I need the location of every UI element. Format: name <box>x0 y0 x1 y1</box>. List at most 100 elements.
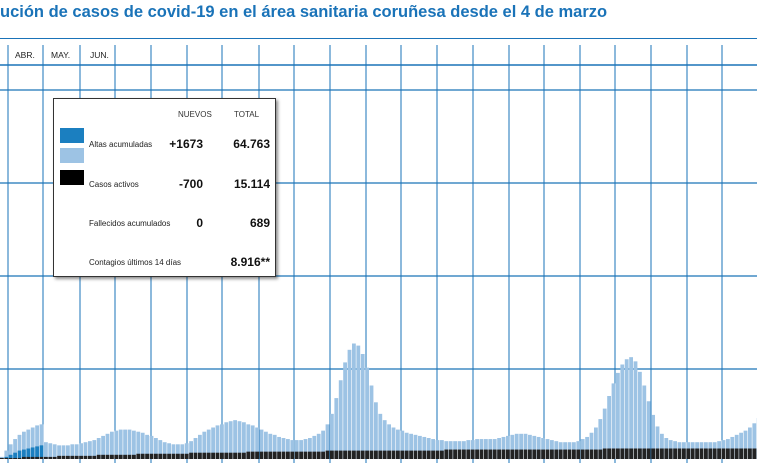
bar-altas-light <box>167 443 171 459</box>
bar-activos <box>501 449 506 459</box>
bar-altas-light <box>13 439 17 459</box>
bar-altas-light <box>220 424 224 459</box>
bar-altas-light <box>426 438 431 459</box>
bar-activos <box>96 454 101 459</box>
bar-activos <box>198 452 202 459</box>
bar-altas-light <box>206 429 211 459</box>
bar-altas-dark <box>39 445 44 459</box>
bar-activos <box>206 452 211 459</box>
bar-altas-light <box>22 431 26 459</box>
bar-activos <box>237 452 242 459</box>
bar-activos <box>22 456 26 459</box>
bar-altas-light <box>440 440 444 459</box>
bar-altas-light <box>321 430 325 459</box>
legend-label-altas: Altas acumuladas <box>89 140 153 149</box>
bar-activos <box>418 450 422 459</box>
bar-activos <box>607 448 611 459</box>
bar-altas-light <box>536 436 541 459</box>
bar-altas-light <box>259 429 264 459</box>
bar-altas-light <box>638 371 642 459</box>
bar-altas-light <box>404 432 409 459</box>
bar-activos <box>145 453 149 459</box>
bar-activos <box>743 448 748 459</box>
bar-activos <box>748 448 752 459</box>
bar-altas-light <box>61 445 66 459</box>
bar-activos <box>48 456 53 459</box>
bar-altas-light <box>492 439 497 459</box>
bar-activos <box>620 448 625 459</box>
bar-activos <box>585 449 589 459</box>
bar-activos <box>88 455 92 459</box>
bar-activos <box>277 451 281 459</box>
bar-altas-light <box>228 421 233 459</box>
bar-activos <box>712 448 717 459</box>
bar-altas-light <box>299 440 303 459</box>
bar-activos <box>589 449 594 459</box>
bar-activos <box>435 450 440 459</box>
bar-activos <box>708 448 713 459</box>
bar-altas-light <box>162 442 167 459</box>
bar-activos <box>488 449 493 459</box>
bar-altas-light <box>660 433 664 459</box>
bar-altas-light <box>497 438 501 459</box>
bar-activos <box>171 453 176 459</box>
bar-activos <box>616 448 620 459</box>
bar-activos <box>105 454 110 459</box>
bar-activos <box>633 448 638 459</box>
bar-activos <box>360 450 365 459</box>
bar-activos <box>0 457 4 459</box>
bar-altas-light <box>176 444 180 459</box>
bar-altas-light <box>242 422 246 459</box>
bar-activos <box>233 452 237 459</box>
bar-activos <box>404 450 409 459</box>
bar-altas-light <box>743 430 748 459</box>
bar-activos <box>655 448 660 459</box>
legend-box: NUEVOS TOTAL Altas acumuladas +1673 64.7… <box>53 98 276 277</box>
bar-altas-light <box>391 427 396 459</box>
bar-activos <box>44 456 48 459</box>
bar-altas-light <box>237 421 242 459</box>
bar-activos <box>374 450 378 459</box>
bar-altas-light <box>510 434 515 459</box>
bar-altas-light <box>752 423 757 459</box>
bar-activos <box>242 452 246 459</box>
bar-activos <box>567 449 572 459</box>
bar-altas-light <box>545 439 550 459</box>
bar-altas-light <box>255 427 259 459</box>
bar-activos <box>101 454 105 459</box>
bar-activos <box>695 448 699 459</box>
bar-altas-light <box>431 439 435 459</box>
bar-altas-light <box>484 439 488 459</box>
bar-activos <box>136 453 141 459</box>
bar-activos <box>325 450 330 459</box>
bar-altas-dark <box>13 452 17 459</box>
bar-altas-light <box>655 426 660 459</box>
bar-activos <box>686 448 691 459</box>
bar-activos <box>457 449 462 459</box>
bar-activos <box>510 449 515 459</box>
series-layer <box>0 343 757 459</box>
bar-activos <box>629 448 633 459</box>
bar-activos <box>330 450 334 459</box>
bar-activos <box>682 448 686 459</box>
bar-altas-light <box>70 444 75 459</box>
bar-altas-light <box>193 438 198 459</box>
bar-altas-light <box>272 434 277 459</box>
bar-altas-light <box>488 439 493 459</box>
bar-activos <box>413 450 418 459</box>
bar-activos <box>602 448 607 459</box>
bar-altas-light <box>88 441 92 459</box>
bar-altas-light <box>369 385 374 459</box>
bar-activos <box>660 448 664 459</box>
bar-altas-dark <box>26 448 31 459</box>
bar-altas-light <box>519 433 523 459</box>
bar-altas-light <box>611 383 616 459</box>
bar-altas-light <box>523 433 528 459</box>
altas-swatch-light <box>60 148 84 163</box>
bar-altas-light <box>374 402 378 459</box>
bar-activos <box>382 450 387 459</box>
bar-altas-light <box>294 440 299 459</box>
bar-altas-light <box>598 419 603 459</box>
bar-altas-light <box>52 444 57 459</box>
bar-activos <box>176 453 180 459</box>
